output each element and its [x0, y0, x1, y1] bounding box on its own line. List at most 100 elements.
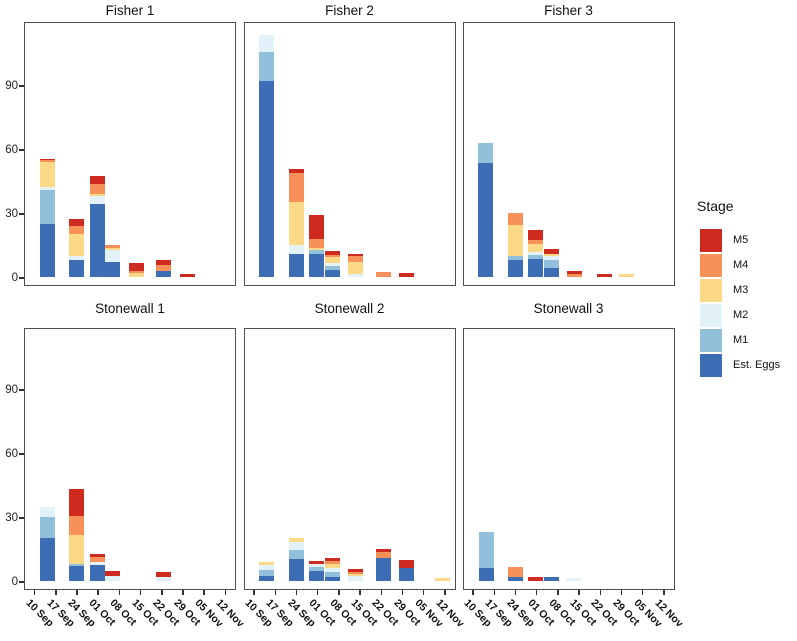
bar-segment-m3: [309, 248, 325, 251]
bar-segment-m1: [543, 259, 559, 269]
bar-segment-m4: [156, 265, 172, 271]
bar-segment-m2: [348, 576, 364, 581]
bar-segment-est: [288, 558, 304, 581]
bar-segment-est: [543, 268, 559, 277]
bar-segment-m2: [156, 576, 172, 581]
bar-segment-est: [89, 565, 105, 581]
legend-item-m2: M2: [697, 303, 797, 328]
bar-segment-m3: [288, 537, 304, 543]
bar-segment-m5: [156, 572, 172, 577]
bar-segment-m4: [375, 552, 391, 558]
y-axis-tick: [19, 213, 24, 215]
x-axis-tick: [380, 590, 383, 595]
legend-item-m1: M1: [697, 328, 797, 353]
stacked-bar-22-oct: [375, 549, 391, 581]
bar-segment-m2: [566, 578, 582, 581]
x-axis-tick: [224, 590, 227, 595]
bar-segment-m3: [105, 248, 121, 251]
legend-label-m1: M1: [733, 334, 749, 346]
bar-segment-m2: [324, 568, 340, 573]
bar-segment-m2: [89, 561, 105, 565]
legend-label-m3: M3: [733, 284, 749, 296]
bar-segment-m2: [348, 273, 364, 277]
bar-segment-m4: [507, 213, 523, 225]
x-axis-tick: [118, 590, 121, 595]
stacked-bar-15-oct: [567, 271, 583, 277]
bar-segment-m3: [39, 161, 55, 188]
stacked-bar-17-sep: [259, 34, 275, 277]
bar-segment-m4: [89, 557, 105, 562]
x-axis-tick: [422, 590, 425, 595]
legend-item-est: Est. Eggs: [697, 353, 797, 378]
x-axis-tick: [316, 590, 319, 595]
x-axis-tick: [444, 590, 446, 595]
x-axis-tick: [161, 590, 163, 595]
x-axis-tick: [493, 590, 496, 595]
bar-segment-m3: [89, 193, 105, 196]
bar-segment-m3: [543, 253, 559, 256]
bar-segment-m3: [288, 202, 304, 246]
stacked-bar-17-sep: [478, 142, 494, 277]
y-axis-tick: [19, 85, 24, 87]
facet-title-fisher-3: Fisher 3: [544, 3, 593, 18]
stacked-bar-24-sep: [507, 213, 523, 277]
x-axis-tick: [97, 590, 99, 595]
bar-segment-est: [156, 270, 172, 277]
bar-segment-m4: [324, 254, 340, 257]
bar-segment-m5: [543, 249, 559, 254]
bar-segment-m2: [543, 255, 559, 260]
stacked-bar-22-oct: [596, 274, 612, 277]
y-axis-tick-label: 0: [11, 271, 18, 284]
panel-stonewall-2: [243, 328, 456, 590]
legend-label-m5: M5: [733, 234, 749, 246]
bar-segment-m4: [528, 239, 544, 244]
bar-segment-m2: [69, 255, 85, 260]
x-axis-tick: [338, 590, 340, 595]
legend-swatch-m1: [700, 329, 722, 352]
bar-segment-m5: [399, 272, 415, 277]
x-axis-tick: [557, 590, 559, 595]
bar-segment-est: [259, 80, 275, 277]
x-axis-tick: [33, 590, 36, 595]
bar-segment-m5: [528, 577, 544, 581]
legend-swatch-est: [700, 354, 722, 377]
bar-segment-est: [89, 204, 105, 277]
bar-segment-est: [39, 538, 55, 581]
panel-stonewall-1: [24, 328, 236, 590]
stacked-bar-08-oct: [105, 571, 121, 581]
stacked-bar-12-nov: [435, 578, 451, 581]
bar-segment-est: [288, 253, 304, 277]
stacked-bar-29-oct: [619, 274, 635, 277]
bar-segment-m1: [288, 550, 304, 559]
legend: Stage M5 M4 M3 M2 M1 Est. Eggs: [697, 198, 797, 378]
stacked-bar-15-oct: [566, 578, 582, 581]
x-axis-tick: [514, 590, 517, 595]
facet-title-fisher-2: Fisher 2: [325, 3, 374, 18]
bar-segment-m2: [89, 195, 105, 205]
bar-segment-est: [399, 568, 415, 581]
y-axis-tick: [19, 277, 24, 279]
facet-title-fisher-1: Fisher 1: [105, 3, 155, 18]
stacked-bar-29-oct: [399, 559, 415, 581]
bar-segment-est: [478, 162, 494, 277]
bar-segment-m5: [288, 169, 304, 173]
x-axis-tick: [76, 590, 78, 595]
x-axis-tick: [253, 590, 255, 595]
x-axis-tick: [578, 590, 580, 595]
facet-title-stonewall-1: Stonewall 1: [95, 301, 165, 316]
bar-segment-m1: [259, 51, 275, 81]
stacked-bar-08-oct: [324, 557, 340, 581]
stacked-bar-01-oct: [528, 230, 544, 277]
legend-item-m5: M5: [697, 228, 797, 253]
bar-segment-m4: [39, 159, 55, 162]
x-axis-tick: [401, 590, 404, 595]
bar-segment-m2: [105, 576, 121, 581]
y-axis-tick-label: 0: [11, 575, 18, 588]
stacked-bar-01-oct: [528, 577, 544, 581]
stacked-bar-08-oct: [105, 245, 121, 277]
bar-segment-est: [105, 262, 121, 277]
stacked-bar-24-sep: [288, 169, 304, 277]
bar-segment-m1: [478, 142, 494, 163]
x-axis-tick: [182, 590, 184, 595]
stacked-bar-08-oct: [543, 577, 559, 581]
